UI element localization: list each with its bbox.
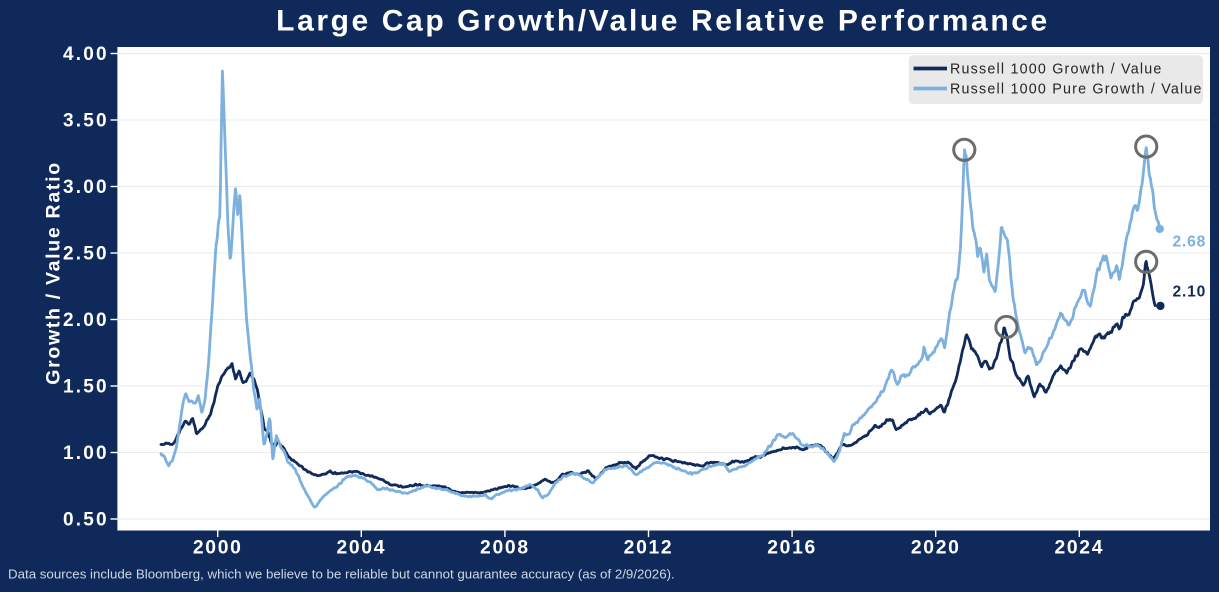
svg-text:Large Cap Growth/Value Relativ: Large Cap Growth/Value Relative Performa… <box>276 5 1050 38</box>
svg-text:2020: 2020 <box>911 538 961 559</box>
svg-text:2004: 2004 <box>336 538 386 559</box>
svg-text:1.00: 1.00 <box>63 443 109 464</box>
svg-text:2.00: 2.00 <box>63 310 109 331</box>
svg-text:1.50: 1.50 <box>63 376 109 397</box>
svg-text:2012: 2012 <box>624 538 674 559</box>
svg-text:Growth / Value Ratio: Growth / Value Ratio <box>42 161 64 385</box>
svg-text:3.50: 3.50 <box>63 110 109 131</box>
svg-text:0.50: 0.50 <box>63 509 109 530</box>
svg-text:Russell 1000 Pure Growth / Val: Russell 1000 Pure Growth / Value <box>950 81 1203 97</box>
svg-text:2008: 2008 <box>480 538 530 559</box>
svg-text:2.10: 2.10 <box>1173 284 1207 301</box>
svg-text:Russell 1000 Growth / Value: Russell 1000 Growth / Value <box>950 61 1163 77</box>
svg-text:2.68: 2.68 <box>1173 234 1207 251</box>
svg-text:2.50: 2.50 <box>63 243 109 264</box>
svg-text:2024: 2024 <box>1054 538 1104 559</box>
svg-text:2016: 2016 <box>767 538 817 559</box>
svg-text:2000: 2000 <box>193 538 243 559</box>
svg-text:4.00: 4.00 <box>63 44 109 65</box>
svg-text:Data sources include Bloomberg: Data sources include Bloomberg, which we… <box>8 567 675 582</box>
svg-text:3.00: 3.00 <box>63 177 109 198</box>
